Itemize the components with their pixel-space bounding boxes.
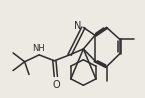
Text: NH: NH: [32, 44, 45, 53]
Text: N: N: [74, 21, 81, 31]
Text: O: O: [53, 80, 60, 90]
